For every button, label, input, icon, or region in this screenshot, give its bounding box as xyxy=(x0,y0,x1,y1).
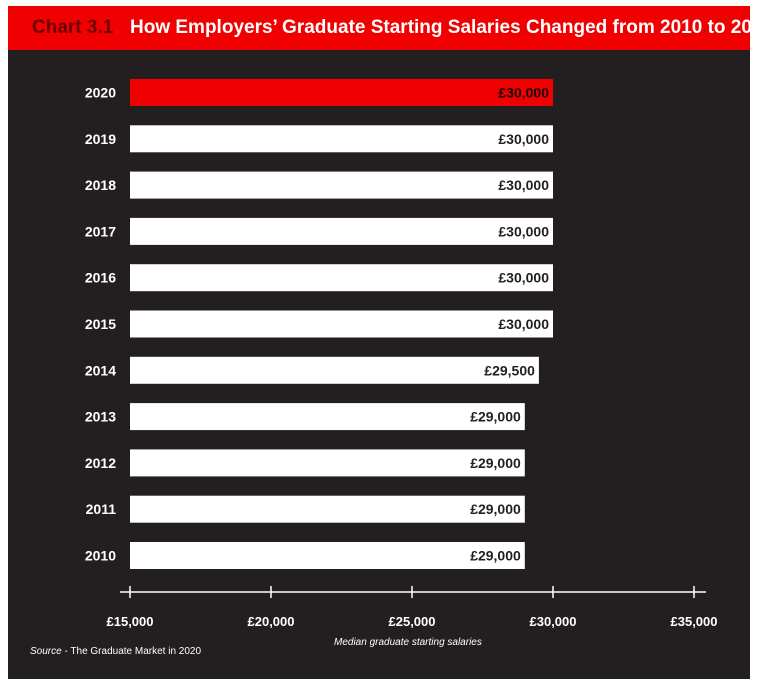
bar-2013 xyxy=(130,403,525,431)
data-label-2016: £30,000 xyxy=(498,270,549,286)
x-axis: £15,000 £20,000 £25,000 £30,000 £35,000 xyxy=(107,586,718,629)
category-label-2017: 2017 xyxy=(85,223,116,239)
bar-group-2019: 2019 £30,000 xyxy=(85,125,553,153)
data-label-2015: £30,000 xyxy=(498,316,549,332)
bar-group-2014: 2014 £29,500 xyxy=(85,356,539,384)
data-label-2012: £29,000 xyxy=(470,455,521,471)
bar-group-2017: 2017 £30,000 xyxy=(85,217,553,245)
data-label-2014: £29,500 xyxy=(484,362,535,378)
bar-2015 xyxy=(130,310,553,338)
bar-2014 xyxy=(130,356,539,384)
bar-group-2013: 2013 £29,000 xyxy=(85,403,525,431)
x-tick-label-25000: £25,000 xyxy=(389,614,436,629)
bar-2010 xyxy=(130,542,525,569)
bar-2011 xyxy=(130,495,525,523)
bar-group-2015: 2015 £30,000 xyxy=(85,310,553,338)
category-label-2020: 2020 xyxy=(85,85,116,101)
category-label-2016: 2016 xyxy=(85,270,116,286)
category-label-2018: 2018 xyxy=(85,177,116,193)
data-label-2020: £30,000 xyxy=(498,85,549,101)
data-label-2013: £29,000 xyxy=(470,409,521,425)
bar-2017 xyxy=(130,217,553,245)
chart-number: Chart 3.1 xyxy=(32,17,114,38)
x-tick-label-30000: £30,000 xyxy=(530,614,577,629)
category-label-2012: 2012 xyxy=(85,455,116,471)
bar-group-2016: 2016 £30,000 xyxy=(85,264,553,292)
data-label-2018: £30,000 xyxy=(498,177,549,193)
bar-2012 xyxy=(130,449,525,477)
category-label-2014: 2014 xyxy=(85,362,116,378)
data-label-2011: £29,000 xyxy=(470,501,521,517)
source-prefix: Source xyxy=(30,646,62,657)
bar-2018 xyxy=(130,171,553,199)
bar-group-2012: 2012 £29,000 xyxy=(85,449,525,477)
category-label-2013: 2013 xyxy=(85,409,116,425)
source-note: Source - The Graduate Market in 2020 xyxy=(30,646,201,657)
bar-2020 xyxy=(130,79,553,106)
category-label-2011: 2011 xyxy=(86,501,117,517)
x-tick-label-35000: £35,000 xyxy=(671,614,718,629)
data-label-2017: £30,000 xyxy=(498,223,549,239)
title-bar: Chart 3.1 How Employers’ Graduate Starti… xyxy=(8,6,757,50)
data-label-2019: £30,000 xyxy=(498,131,549,147)
bar-group-2020: 2020 £30,000 xyxy=(85,79,553,106)
bar-group-2018: 2018 £30,000 xyxy=(85,171,553,199)
bar-group-2010: 2010 £29,000 xyxy=(85,542,525,569)
category-label-2015: 2015 xyxy=(85,316,116,332)
x-axis-label: Median graduate starting salaries xyxy=(334,637,482,648)
category-label-2010: 2010 xyxy=(85,548,116,564)
x-tick-label-20000: £20,000 xyxy=(248,614,295,629)
bar-group-2011: 2011 £29,000 xyxy=(86,495,525,523)
category-label-2019: 2019 xyxy=(85,131,116,147)
data-label-2010: £29,000 xyxy=(470,548,521,564)
x-tick-label-15000: £15,000 xyxy=(107,614,154,629)
source-text: - The Graduate Market in 2020 xyxy=(61,646,202,657)
chart-title: How Employers’ Graduate Starting Salarie… xyxy=(130,17,757,38)
bar-2016 xyxy=(130,264,553,292)
bar-2019 xyxy=(130,125,553,153)
bars-layer: 2020 £30,000 2019 £30,000 2018 £30,000 2017 £30… xyxy=(85,79,553,569)
